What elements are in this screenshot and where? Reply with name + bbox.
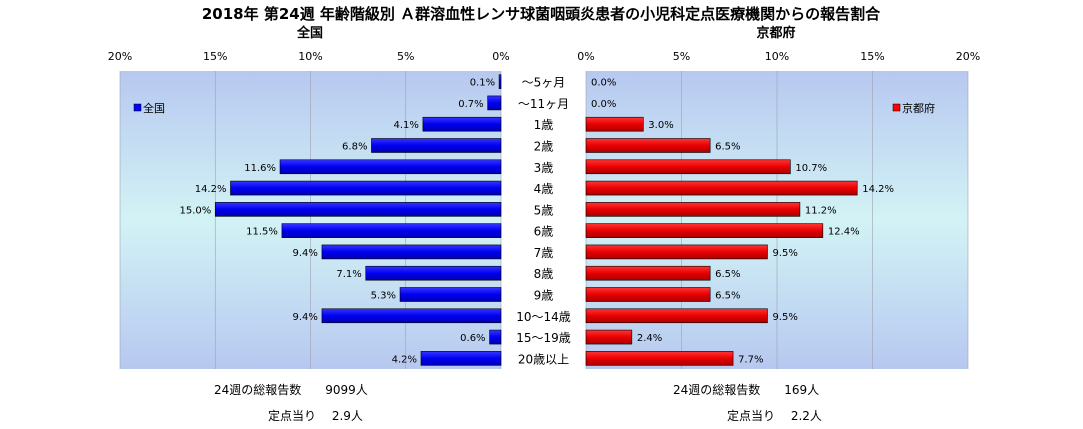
left-bars: 0.1% 0.7% 4.1% 6.8% 11.6% 14.2% 15.0% 11.5% 9.4%… (179, 74, 502, 366)
national-data-label: 9.4% (293, 248, 318, 259)
national-data-label: 15.0% (179, 205, 211, 216)
kyoto-data-label: 9.5% (772, 312, 797, 323)
national-data-label: 14.2% (195, 184, 227, 195)
kyoto-data-label: 7.7% (738, 354, 763, 365)
left-x-tick-label: 10% (298, 50, 322, 63)
national-data-label: 0.1% (470, 78, 495, 89)
kyoto-bar (585, 308, 768, 324)
kyoto-data-label: 3.0% (648, 120, 673, 131)
category-label: 10～14歳 (516, 310, 571, 324)
left-x-tick-label: 20% (108, 50, 132, 63)
kyoto-data-label: 10.7% (795, 163, 827, 174)
category-label: 5歳 (534, 203, 554, 217)
kyoto-data-label: 11.2% (805, 205, 837, 216)
national-data-label: 4.2% (392, 354, 417, 365)
national-data-label: 6.8% (342, 142, 367, 153)
kyoto-per-site: 定点当り 2.2人 (727, 408, 822, 423)
national-bar (279, 159, 502, 175)
category-label: 15～19歳 (516, 331, 571, 345)
national-bar (420, 351, 502, 366)
national-bar (281, 223, 502, 238)
category-label: 1歳 (534, 118, 554, 132)
right-bars: 0.0% 0.0% 3.0% 6.5% 10.7% 14.2% 11.2% 12.4% 9.5%… (585, 78, 894, 366)
kyoto-data-label: 6.5% (715, 291, 740, 302)
kyoto-data-label: 2.4% (637, 333, 662, 344)
national-bar (321, 308, 502, 324)
category-label: 20歳以上 (518, 352, 569, 366)
national-per-site: 定点当り 2.9人 (268, 408, 363, 423)
legend-left-label: 全国 (143, 101, 165, 115)
left-x-tick-label: 0% (492, 50, 509, 63)
kyoto-bar (585, 138, 711, 153)
national-bar (214, 202, 502, 217)
legend-left: 全国 (133, 101, 165, 115)
national-bar (371, 138, 502, 153)
national-bar (498, 74, 502, 89)
right-x-ticks: 0% 5% 10% 15% 20% (577, 50, 980, 63)
left-x-tick-label: 15% (203, 50, 227, 63)
kyoto-total-reports: 24週の総報告数 169人 (673, 382, 819, 397)
national-total-reports: 24週の総報告数 9099人 (214, 382, 368, 397)
legend-right-label: 京都府 (902, 101, 935, 115)
national-data-label: 0.7% (458, 99, 483, 110)
national-data-label: 7.1% (336, 269, 361, 280)
kyoto-data-label: 0.0% (591, 99, 616, 110)
national-data-label: 11.5% (246, 227, 278, 238)
category-labels: ～5ヶ月 ～11ヶ月 1歳 2歳 3歳 4歳 5歳 6歳 7歳 8歳 9歳 10～14歳 15～19歳 2… (516, 76, 571, 367)
legend-right-swatch (892, 103, 901, 112)
right-x-tick-label: 15% (860, 50, 884, 63)
chart-title: 2018年 第24週 年齢階級別 Ａ群溶血性レンサ球菌咽頭炎患者の小児科定点医療… (202, 5, 881, 23)
kyoto-data-label: 12.4% (828, 227, 860, 238)
kyoto-data-label: 14.2% (862, 184, 894, 195)
kyoto-data-label: 6.5% (715, 142, 740, 153)
kyoto-data-label: 9.5% (772, 248, 797, 259)
national-bar (365, 265, 502, 281)
national-bar (487, 95, 502, 111)
kyoto-bar (585, 329, 633, 345)
right-subtitle: 京都府 (756, 25, 795, 41)
category-label: 9歳 (534, 289, 554, 303)
kyoto-bar (585, 180, 858, 196)
national-data-label: 9.4% (293, 312, 318, 323)
left-x-tick-label: 5% (397, 50, 414, 63)
category-label: ～5ヶ月 (522, 76, 566, 90)
category-label: 7歳 (534, 246, 554, 260)
kyoto-bar (585, 202, 801, 217)
legend-left-swatch (133, 103, 142, 112)
category-label: 8歳 (534, 267, 554, 281)
kyoto-bar (585, 244, 768, 260)
national-data-label: 11.6% (244, 163, 276, 174)
category-label: 4歳 (534, 182, 554, 196)
national-bar (399, 287, 502, 302)
national-data-label: 5.3% (371, 291, 396, 302)
right-x-tick-label: 10% (765, 50, 789, 63)
kyoto-data-label: 0.0% (591, 78, 616, 89)
kyoto-bar (585, 223, 824, 238)
category-label: 3歳 (534, 161, 554, 175)
category-label: ～11ヶ月 (518, 97, 569, 111)
right-x-tick-label: 0% (577, 50, 594, 63)
kyoto-bar (585, 116, 644, 132)
national-data-label: 0.6% (460, 333, 485, 344)
national-bar (230, 180, 502, 196)
left-x-ticks: 20% 15% 10% 5% 0% (108, 50, 510, 63)
right-x-tick-label: 20% (956, 50, 980, 63)
kyoto-data-label: 6.5% (715, 269, 740, 280)
kyoto-bar (585, 265, 711, 281)
national-bar (489, 329, 502, 345)
national-data-label: 4.1% (393, 120, 418, 131)
category-label: 6歳 (534, 225, 554, 239)
kyoto-bar (585, 351, 734, 366)
right-x-tick-label: 5% (673, 50, 690, 63)
category-label: 2歳 (534, 140, 554, 154)
left-subtitle: 全国 (296, 25, 323, 41)
legend-right: 京都府 (892, 101, 935, 115)
kyoto-bar (585, 287, 711, 302)
national-bar (321, 244, 502, 260)
kyoto-bar (585, 159, 791, 175)
national-bar (422, 116, 502, 132)
